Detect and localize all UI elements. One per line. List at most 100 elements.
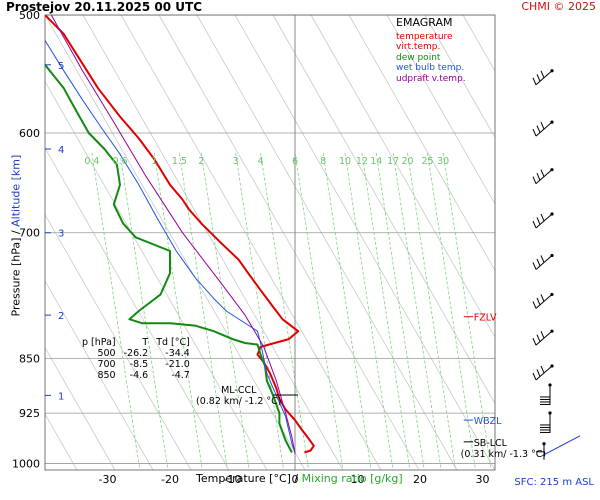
wind-barb-feather: [540, 169, 545, 177]
surface-altitude: SFC: 215 m ASL: [514, 477, 594, 488]
series-temperature: [45, 15, 315, 454]
wind-barb-feather: [536, 125, 541, 133]
annotation-label: FZLV: [474, 313, 497, 324]
pressure-tick-label: 700: [19, 227, 40, 240]
dry-adiabat-line: [424, 15, 495, 139]
mixing-ratio-label: 2: [198, 156, 204, 167]
mixing-ratio-label: 30: [437, 156, 449, 167]
mixing-ratio-label: 12: [356, 156, 368, 167]
plot-area: [0, 15, 600, 470]
dry-adiabat-line: [0, 15, 1, 470]
table-row: 850 -4.6 -4.7: [78, 370, 194, 381]
temperature-tick-label: 20: [413, 473, 427, 486]
mixing-ratio-line: [178, 152, 228, 470]
wind-barb: [532, 69, 554, 86]
mixing-ratio-line: [442, 152, 492, 470]
wind-barb: [532, 292, 554, 309]
wind-barb-feather: [536, 297, 541, 306]
altitude-tick-label: 5: [58, 61, 64, 72]
legend-item-temperature: temperature: [396, 31, 453, 42]
dry-adiabat-line: [158, 15, 420, 470]
mixing-ratio-line: [260, 152, 310, 470]
table-row: 700 -8.5 -21.0: [78, 359, 194, 370]
wind-barb-dot: [550, 212, 554, 216]
x-axis-label: Temperature [°C] / Mixing ratio [g/kg]: [196, 472, 403, 485]
wind-barb-feather: [532, 220, 537, 229]
mixing-ratio-line: [375, 152, 425, 470]
dry-adiabat-line: [577, 15, 600, 470]
mixing-ratio-line: [392, 152, 442, 470]
plot-frame: [44, 14, 496, 471]
altitude-tick-label: 4: [58, 145, 64, 156]
wind-barb-feather: [532, 301, 537, 309]
wind-barb-dot: [550, 69, 554, 73]
dry-adiabat-line: [45, 80, 268, 470]
wind-barb-feather: [532, 372, 537, 381]
mixing-ratio-line: [427, 152, 476, 470]
wind-barb-dot: [550, 253, 554, 258]
wind-barb-staff: [541, 435, 581, 457]
wind-barb-dot: [550, 120, 554, 124]
wind-barb-feather: [540, 121, 545, 130]
series-dew-point: [45, 62, 293, 453]
wind-barb: [532, 120, 554, 137]
wind-barb: [532, 253, 554, 270]
mixing-ratio-line: [361, 152, 411, 470]
mixing-ratio-label: 4: [258, 156, 264, 167]
altitude-tick-label: 2: [58, 311, 64, 322]
wind-barb-feather: [532, 337, 537, 346]
mixing-ratio-line: [294, 152, 344, 470]
wind-barb-feather: [532, 176, 537, 184]
y-axis-label: Pressure [hPa] / Altitude [km]: [10, 155, 23, 317]
wind-barb-feather: [532, 128, 537, 137]
wind-barb: [532, 364, 554, 381]
table-header: T: [142, 337, 149, 348]
wind-barb-dot: [548, 411, 552, 415]
mixing-ratio-line: [344, 152, 394, 470]
annotation-sublabel: (0.31 km/ -1.3 °C): [461, 449, 547, 460]
wind-barb-feather: [536, 258, 541, 267]
dry-adiabat-line: [386, 15, 495, 205]
pressure-tick-label: 1000: [12, 458, 40, 471]
wind-barb-feather: [540, 294, 545, 302]
pressure-tick-label: 925: [19, 407, 40, 420]
dry-adiabat-line: [234, 15, 495, 470]
wind-barb-feather: [536, 217, 541, 225]
legend-item-wet-bulb: wet bulb temp.: [396, 63, 465, 73]
table-cell: 500: [97, 348, 116, 359]
mixing-ratio-label: 6: [292, 156, 298, 167]
mixing-ratio-line: [153, 152, 203, 470]
temperature-tick-label: -10: [224, 473, 242, 486]
mixing-ratio-label: 8: [320, 156, 326, 167]
mixing-ratio-line: [407, 152, 456, 470]
dry-adiabat-line: [45, 147, 230, 470]
wind-barb-feather: [540, 213, 545, 222]
copyright: CHMI © 2025: [521, 0, 596, 13]
series-udpraft-v-temp: [50, 15, 296, 454]
mixing-ratio-line: [235, 152, 285, 470]
temperature-tick-label: -20: [161, 473, 179, 486]
sounding-table: p [hPa] T Td [°C] 500 -26.2 -34.4 700 -8…: [78, 337, 194, 381]
mixing-ratio-label: 1.5: [172, 156, 187, 167]
dry-adiabat-line: [196, 15, 458, 470]
wind-barb-feather: [532, 77, 537, 85]
altitude-tick-label: 1: [58, 391, 64, 402]
chart-title: Prostejov 20.11.2025 00 UTC: [6, 0, 203, 14]
mixing-ratio-label: 20: [401, 156, 413, 167]
series-wet-bulb-temp: [45, 39, 296, 453]
table-cell: -21.0: [165, 359, 190, 370]
wind-barb-dot: [550, 364, 554, 368]
legend: EMAGRAM temperature virt.temp. dew point…: [396, 17, 466, 84]
table-cell: 850: [97, 370, 116, 381]
pressure-tick-label: 600: [19, 127, 40, 140]
temperature-axis-label: Temperature [°C] /: [196, 472, 302, 485]
legend-item-dew-point: dew point: [396, 52, 441, 63]
wind-barb-feather: [536, 74, 541, 82]
mixing-ratio-line: [200, 152, 250, 470]
mixing-ratio-label: 0.6: [112, 156, 127, 167]
dry-adiabat-line: [272, 15, 495, 405]
mixing-ratio-label: 3: [233, 156, 239, 167]
table-header: p [hPa]: [82, 337, 116, 348]
dry-adiabat-line: [45, 280, 154, 470]
annotation-label: ML-CCL: [221, 385, 257, 396]
